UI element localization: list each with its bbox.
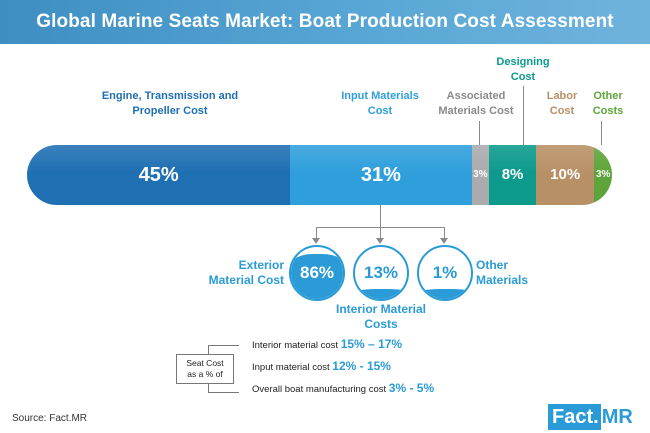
bar-segment-associated (471, 145, 490, 205)
breakdown-label-interior: Interior Material Costs (335, 302, 427, 331)
leader-line-other (601, 121, 602, 145)
fill-wave-interior (355, 288, 407, 299)
seat-cost-row-label: Interior material cost (252, 340, 339, 351)
seat-cost-row-value: 12% - 15% (332, 359, 391, 373)
segment-label-designing: Designing Cost (496, 56, 550, 83)
segment-label-input: Input Materials Cost (341, 90, 419, 117)
seat-cost-box-line1: Seat Cost (186, 358, 224, 368)
bar-value-engine: 45% (138, 164, 179, 186)
logo-part-fact: Fact. (548, 404, 601, 430)
tree-stem (380, 205, 381, 227)
bar-segment-designing (489, 145, 537, 205)
breakdown-value-other: 1% (432, 263, 458, 282)
arrow-exterior (312, 238, 320, 244)
seat-cost-row-overall: Overall boat manufacturing cost 3% - 5% (252, 381, 434, 395)
fill-wave-exterior (291, 254, 343, 299)
source-note: Source: Fact.MR (12, 413, 88, 424)
stacked-cost-bar: 45% 31% 3% 8% 10% 3% (27, 145, 612, 205)
bar-value-designing: 8% (501, 166, 524, 183)
bar-value-input: 31% (360, 164, 401, 186)
seat-cost-row-input: Input material cost 12% - 15% (252, 359, 391, 373)
arrow-other (440, 238, 448, 244)
logo-part-mr: MR (601, 406, 633, 428)
tree-drop-interior (380, 227, 381, 239)
breakdown-value-exterior: 86% (299, 263, 335, 282)
breakdown-circle-exterior: 86% (289, 245, 345, 301)
segment-label-engine: Engine, Transmission and Propeller Cost (101, 90, 239, 117)
bar-segment-engine (27, 145, 291, 205)
seat-cost-row-value: 15% – 17% (340, 337, 403, 351)
leader-line-designing (523, 86, 524, 145)
chart-title: Global Marine Seats Market: Boat Product… (36, 11, 614, 32)
seat-cost-row-label: Input material cost (252, 362, 330, 373)
bar-value-associated: 3% (473, 169, 488, 180)
segment-label-other: Other Costs (592, 90, 624, 117)
breakdown-label-other: Other Materials (476, 258, 529, 287)
bar-segment-labor (535, 145, 595, 205)
breakdown-circle-other: 1% (417, 245, 473, 301)
title-banner: Global Marine Seats Market: Boat Product… (0, 0, 650, 44)
arrow-interior (376, 238, 384, 244)
seat-cost-row-value: 3% - 5% (388, 381, 435, 395)
segment-label-associated: Associated Materials Cost (438, 90, 514, 117)
bar-highlight (27, 145, 612, 173)
seat-cost-row-interior: Interior material cost 15% – 17% (252, 337, 402, 351)
seat-cost-box: Seat Cost as a % of (176, 354, 234, 384)
leader-line-associated (479, 121, 480, 145)
tree-drop-other (444, 227, 445, 239)
bar-value-other: 3% (595, 169, 611, 180)
fill-wave-other (419, 288, 471, 299)
breakdown-circle-interior: 13% (353, 245, 409, 301)
breakdown-value-interior: 13% (363, 263, 399, 282)
bar-segment-other (594, 145, 612, 205)
breakdown-label-exterior: Exterior Material Cost (208, 258, 284, 287)
seat-cost-box-line2: as a % of (187, 369, 223, 379)
bar-segment-input (290, 145, 473, 205)
segment-label-labor: Labor Cost (546, 90, 578, 117)
tree-drop-exterior (316, 227, 317, 239)
bar-value-labor: 10% (550, 166, 581, 183)
factmr-logo: Fact. MR (548, 404, 633, 430)
seat-cost-row-label: Overall boat manufacturing cost (252, 384, 387, 395)
